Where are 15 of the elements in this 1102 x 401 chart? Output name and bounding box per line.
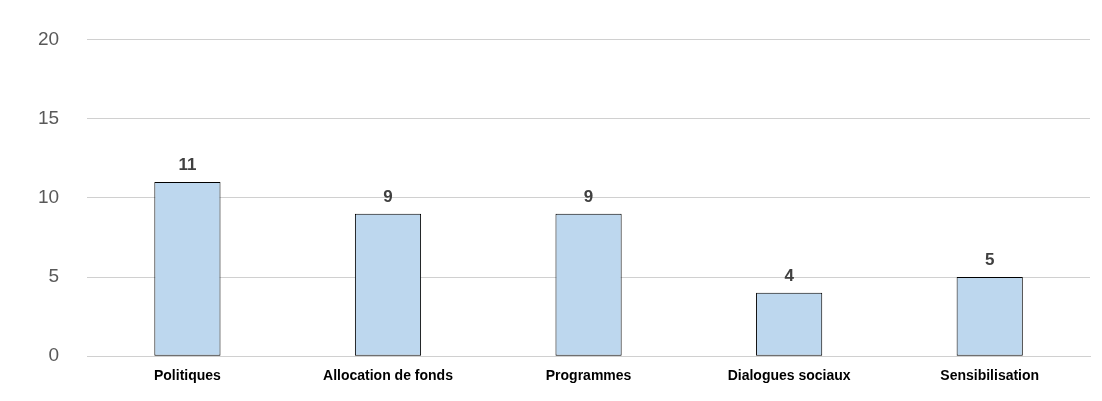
x-tick-label: Allocation de fonds <box>323 367 454 384</box>
x-tick-label: Sensibilisation <box>940 367 1040 384</box>
y-tick-label: 5 <box>48 265 60 287</box>
data-label: 4 <box>784 266 795 286</box>
data-label: 9 <box>383 186 393 206</box>
y-tick-label: 10 <box>37 186 60 208</box>
data-label: 5 <box>984 250 995 270</box>
y-tick-label: 20 <box>37 27 60 49</box>
x-tick-label: Politiques <box>153 367 222 384</box>
y-tick-label: 15 <box>37 106 60 128</box>
x-tick-label: Programmes <box>545 367 632 384</box>
x-tick-label: Dialogues sociaux <box>727 367 851 384</box>
data-label: 11 <box>178 155 197 175</box>
y-tick-label: 0 <box>48 344 60 366</box>
data-label: 9 <box>583 186 594 206</box>
